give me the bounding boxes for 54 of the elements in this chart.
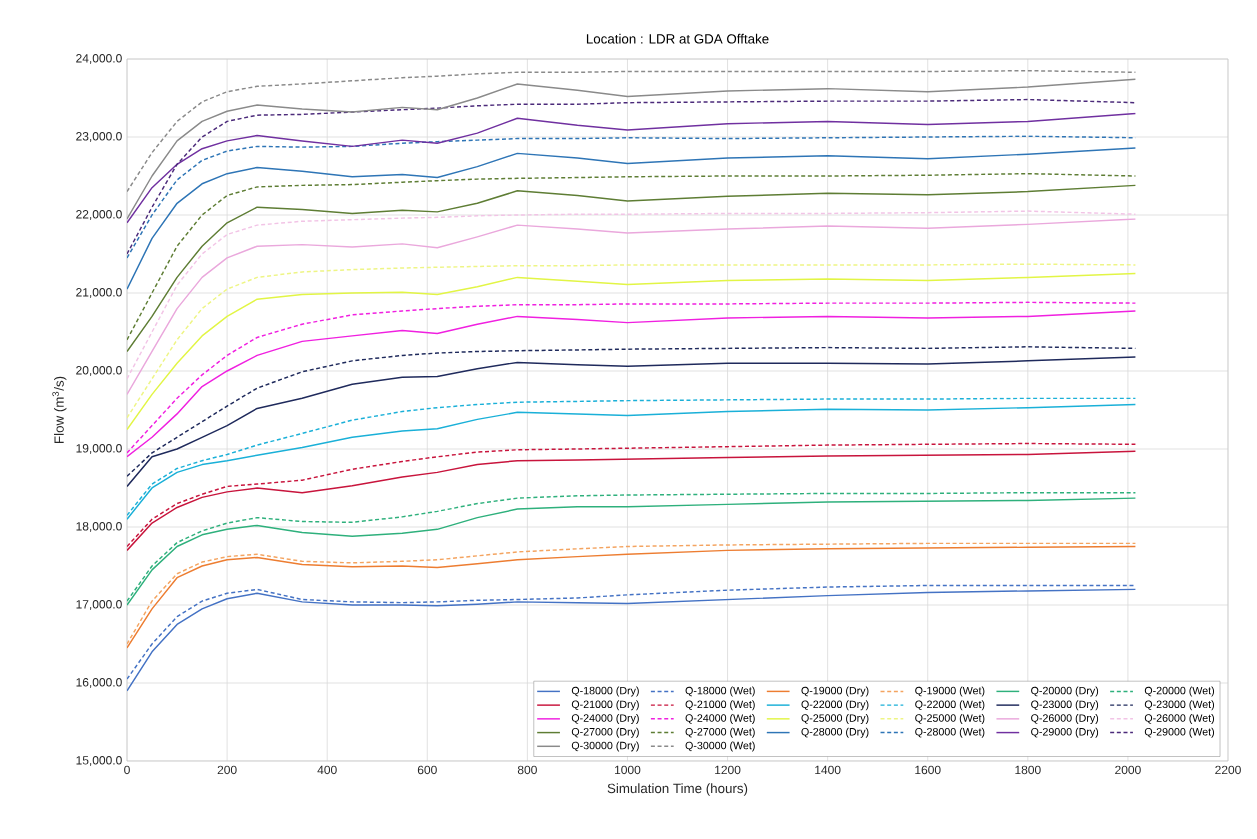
x-tick-label: 1400 [815,765,841,775]
legend-label: Q-24000 (Dry) [571,713,639,724]
chart-title: Location : LDR at GDA Offtake [586,33,769,44]
legend-label: Q-20000 (Wet) [1144,686,1215,697]
legend-label: Q-28000 (Wet) [915,727,985,738]
y-tick-label: 21,000.0 [76,288,122,298]
legend-label: Q-22000 (Wet) [915,700,985,711]
legend-label: Q-26000 (Dry) [1031,713,1099,724]
y-tick-label: 17,000.0 [76,600,122,610]
x-tick-label: 200 [217,765,237,775]
x-tick-label: 800 [517,765,537,775]
line-series [127,112,1137,224]
legend-label: Q-29000 (Wet) [1144,727,1215,738]
legend-label: Q-27000 (Dry) [571,727,639,738]
legend-label: Q-27000 (Wet) [685,727,755,738]
legend-label: Q-26000 (Wet) [1144,713,1215,724]
legend-label: Q-25000 (Dry) [801,713,869,724]
x-tick-label: 1200 [715,765,741,775]
legend-label: Q-18000 (Wet) [685,686,755,697]
legend-label: Q-18000 (Dry) [571,686,639,697]
x-tick-label: 1000 [615,765,641,775]
legend-label: Q-22000 (Dry) [801,700,869,711]
legend-label: Q-25000 (Wet) [915,713,985,724]
legend-label: Q-21000 (Dry) [571,700,639,711]
y-tick-label: 23,000.0 [76,132,122,142]
y-axis-title: Flow (m$^{3}$/s) [52,376,67,443]
legend-label: Q-28000 (Dry) [801,727,869,738]
legend-label: Q-20000 (Dry) [1031,686,1099,697]
line-series [127,78,1137,220]
legend-label: Q-19000 (Dry) [801,686,869,697]
x-tick-label: 0 [124,765,130,775]
legend-label: Q-24000 (Wet) [685,713,755,724]
y-tick-label: 19,000.0 [76,444,122,454]
legend-label: Q-23000 (Wet) [1144,700,1215,711]
legend-label: Q-23000 (Dry) [1031,700,1099,711]
legend-label: Q-30000 (Dry) [571,741,639,752]
x-tick-label: 2200 [1215,765,1241,775]
y-tick-label: 15,000.0 [76,756,122,766]
legend-label: Q-21000 (Wet) [685,700,755,711]
y-tick-label: 22,000.0 [76,210,122,220]
y-tick-label: 18,000.0 [76,522,122,532]
x-axis-title: Simulation Time (hours) [607,783,748,796]
x-tick-label: 600 [417,765,437,775]
y-tick-label: 16,000.0 [76,678,122,688]
x-tick-label: 2000 [1115,765,1141,775]
legend-label: Q-29000 (Dry) [1031,727,1099,738]
x-tick-label: 400 [317,765,337,775]
y-tick-label: 20,000.0 [76,366,122,376]
x-tick-label: 1600 [915,765,941,775]
legend-label: Q-19000 (Wet) [915,686,985,697]
x-tick-label: 1800 [1015,765,1041,775]
line-series [127,147,1137,290]
y-tick-label: 24,000.0 [76,54,122,64]
legend-label: Q-30000 (Wet) [685,741,755,752]
